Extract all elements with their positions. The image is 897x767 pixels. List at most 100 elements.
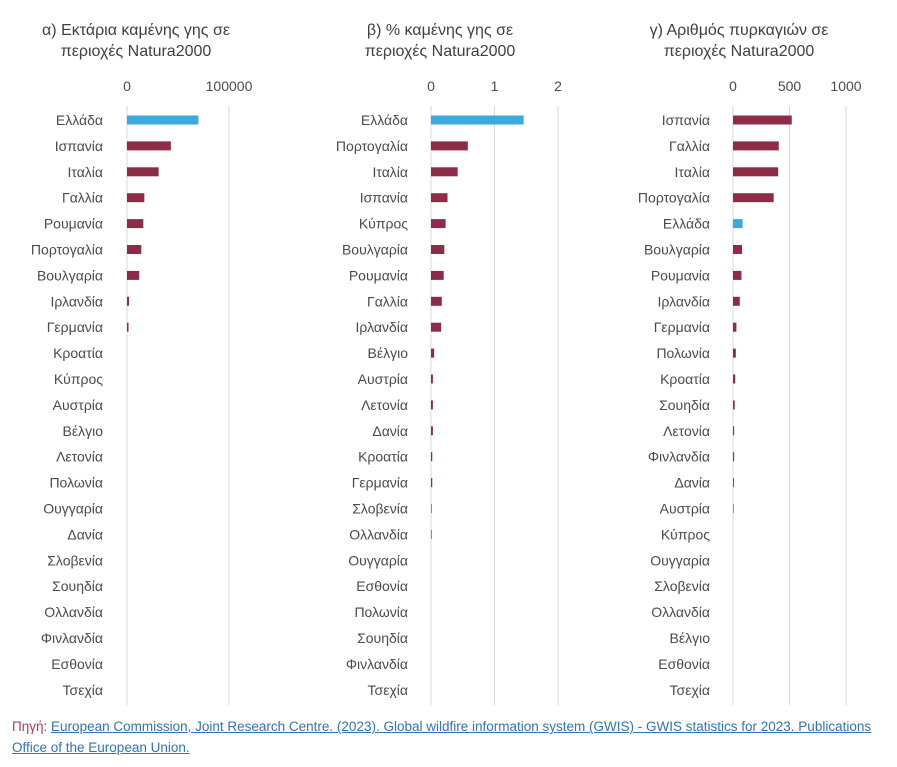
panel-3-bar xyxy=(733,270,742,280)
panel-1-category-label: Ελλάδα xyxy=(56,112,103,128)
panel-3-category-label: Κροατία xyxy=(660,371,710,387)
panel-2-title-line-1: β) % καμένης γης σε xyxy=(367,22,513,39)
panel-2-bar xyxy=(431,245,445,254)
panel-2-category-label: Αυστρία xyxy=(358,371,408,387)
panel-1-tick-label: 100000 xyxy=(206,78,253,94)
panel-1-bar xyxy=(127,193,145,203)
panel-1-category-label: Αυστρία xyxy=(53,397,103,413)
panel-2-category-label: Πολωνία xyxy=(354,604,408,620)
panel-3-category-label: Ρουμανία xyxy=(651,267,710,283)
panel-1-bar xyxy=(127,270,140,280)
panel-1-bar xyxy=(127,245,142,254)
panel-1-category-label: Ρουμανία xyxy=(44,216,103,232)
panel-1-category-label: Τσεχία xyxy=(63,682,103,698)
panel-3-bar xyxy=(733,374,736,384)
panel-2-category-label: Πορτογαλία xyxy=(336,138,408,154)
panel-1-category-label: Γερμανία xyxy=(47,319,103,335)
panel-2-title-line-2: περιοχές Natura2000 xyxy=(365,43,516,60)
panel-2-bar xyxy=(431,374,433,384)
panel-2-tick-label: 1 xyxy=(491,78,499,94)
panel-3-category-label: Γαλλία xyxy=(669,138,710,154)
panel-3-bar xyxy=(733,245,743,254)
panel-3-bar xyxy=(733,193,774,203)
panel-3-tick-label: 500 xyxy=(778,78,802,94)
panel-2-category-label: Ιρλανδία xyxy=(356,319,408,335)
panel-1-category-label: Γαλλία xyxy=(62,190,103,206)
panel-2-category-label: Ουγγαρία xyxy=(348,552,408,568)
panel-1-category-label: Ουγγαρία xyxy=(43,501,103,517)
panel-1-bar xyxy=(127,219,144,229)
panel-3-title-line-1: γ) Αριθμός πυρκαγιών σε xyxy=(650,22,829,39)
source-label: Πηγή: xyxy=(12,719,48,734)
panel-2-category-label: Φινλανδία xyxy=(346,656,408,672)
panel-1-category-label: Ιταλία xyxy=(67,164,103,180)
panel-3-bar xyxy=(733,322,737,332)
panel-1-category-label: Κύπρος xyxy=(54,371,103,387)
panel-2-bar xyxy=(431,478,433,488)
panel-3-category-label: Αυστρία xyxy=(660,501,710,517)
panel-2-bar xyxy=(431,193,448,203)
panel-1-bar xyxy=(127,115,199,125)
panel-3-bar xyxy=(733,141,779,151)
panel-1-category-label: Ολλανδία xyxy=(44,604,103,620)
panel-2-category-label: Δανία xyxy=(372,423,408,439)
panel-1-category-label: Σλοβενία xyxy=(47,552,103,568)
panel-3-category-label: Λετονία xyxy=(663,423,710,439)
panel-1-bar xyxy=(127,141,171,151)
panel-3-category-label: Ελλάδα xyxy=(663,216,710,232)
panel-3-category-label: Πορτογαλία xyxy=(638,190,710,206)
panel-3-category-label: Ιταλία xyxy=(674,164,710,180)
panel-3-category-label: Γερμανία xyxy=(654,319,710,335)
panel-2-bar xyxy=(431,426,433,436)
panel-2-bar xyxy=(431,322,442,332)
panel-3-category-label: Σλοβενία xyxy=(654,578,710,594)
panel-2-bar xyxy=(431,219,446,229)
panel-2-bar xyxy=(431,296,442,306)
panel-2-bar xyxy=(431,270,444,280)
panel-3-title-line-2: περιοχές Natura2000 xyxy=(664,43,815,60)
panel-3-category-label: Βουλγαρία xyxy=(644,242,710,258)
panel-2-category-label: Λετονία xyxy=(361,397,408,413)
panel-3-bar xyxy=(733,426,735,436)
panel-1-category-label: Εσθονία xyxy=(51,656,103,672)
panel-2-category-label: Βέλγιο xyxy=(368,345,409,361)
panel-3-bar xyxy=(733,504,734,513)
panel-2-bar xyxy=(431,452,433,462)
panel-3-bar xyxy=(733,348,736,358)
panel-1-tick-label: 0 xyxy=(123,78,131,94)
panel-3-category-label: Βέλγιο xyxy=(670,630,711,646)
panel-2-category-label: Κροατία xyxy=(358,449,408,465)
panel-2-category-label: Βουλγαρία xyxy=(342,242,408,258)
panel-3-bar xyxy=(733,296,740,306)
panel-2-tick-label: 2 xyxy=(554,78,562,94)
panel-1-bar xyxy=(127,296,130,306)
panel-3-category-label: Κύπρος xyxy=(661,526,710,542)
panel-3-category-label: Σουηδία xyxy=(659,397,710,413)
panel-2-tick-label: 0 xyxy=(427,78,435,94)
panel-2-category-label: Εσθονία xyxy=(356,578,408,594)
panel-3-tick-label: 0 xyxy=(729,78,737,94)
panel-2-category-label: Ολλανδία xyxy=(349,526,408,542)
panel-1-bar xyxy=(127,167,159,177)
panel-2-category-label: Ρουμανία xyxy=(349,267,408,283)
panel-3-bar xyxy=(733,400,735,410)
panel-1-category-label: Δανία xyxy=(67,526,103,542)
panel-2-category-label: Γερμανία xyxy=(352,475,408,491)
charts-area: α) Εκτάρια καμένης γης σε περιοχές Natura… xyxy=(31,22,862,705)
panel-3-category-label: Φινλανδία xyxy=(648,449,710,465)
panel-2-category-label: Κύπρος xyxy=(359,216,408,232)
panel-2-category-label: Γαλλία xyxy=(367,293,408,309)
panel-3-category-label: Ουγγαρία xyxy=(650,552,710,568)
panel-3-bar xyxy=(733,219,743,229)
panel-2-bar xyxy=(431,141,468,151)
panel-2-bar xyxy=(431,400,433,410)
panel-1-category-label: Βουλγαρία xyxy=(37,267,103,283)
panel-1-category-label: Λετονία xyxy=(56,449,103,465)
source-link[interactable]: European Commission, Joint Research Cent… xyxy=(12,719,872,755)
panel-3-category-label: Εσθονία xyxy=(658,656,710,672)
panel-1-category-label: Ιρλανδία xyxy=(51,293,103,309)
panel-1-category-label: Πορτογαλία xyxy=(31,242,103,258)
panel-3-bar xyxy=(733,115,792,125)
panel-1-title-line-1: α) Εκτάρια καμένης γης σε xyxy=(42,22,230,39)
panel-2-category-label: Σουηδία xyxy=(357,630,408,646)
